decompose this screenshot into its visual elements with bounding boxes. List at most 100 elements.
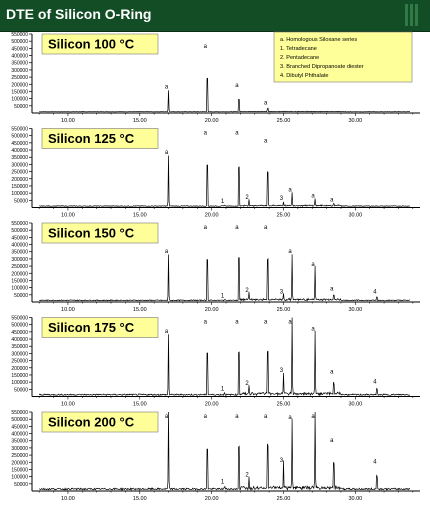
- legend-item: a. Homologous Siloxane series: [280, 37, 357, 43]
- x-tick-label: 20.00: [205, 496, 219, 502]
- peak-label: a: [235, 320, 239, 326]
- y-tick-label: 50000: [14, 482, 28, 488]
- peak-label: a: [264, 100, 268, 106]
- y-tick-label: 450000: [11, 141, 28, 147]
- y-tick-label: 200000: [11, 460, 28, 466]
- y-tick-label: 350000: [11, 439, 28, 445]
- y-tick-label: 200000: [11, 366, 28, 372]
- x-tick-label: 25.00: [277, 307, 291, 313]
- y-tick-label: 100000: [11, 97, 28, 103]
- peak-label: 1: [221, 480, 225, 486]
- x-tick-label: 10.00: [61, 213, 75, 219]
- x-tick-label: 30.00: [348, 402, 362, 408]
- panel-title: Silicon 150 °C: [48, 226, 135, 241]
- peak-label: a: [235, 131, 239, 137]
- x-tick-label: 10.00: [61, 402, 75, 408]
- peak-label: 1: [221, 199, 225, 205]
- legend-item: 4. Dibutyl Phthalate: [280, 73, 329, 79]
- y-tick-label: 300000: [11, 446, 28, 452]
- y-tick-label: 50000: [14, 293, 28, 299]
- peak-label: 2: [245, 195, 249, 201]
- chromatogram-trace: [39, 155, 410, 207]
- peak-label: a: [235, 414, 239, 420]
- peak-label: 3: [280, 289, 284, 295]
- peak-label: a: [165, 150, 169, 156]
- y-tick-label: 450000: [11, 424, 28, 430]
- peak-label: 3: [280, 368, 284, 374]
- peak-label: a: [330, 438, 334, 444]
- legend: a. Homologous Siloxane series 1. Tetradec…: [273, 31, 413, 83]
- x-tick-label: 20.00: [205, 213, 219, 219]
- peak-label: 2: [245, 381, 249, 387]
- panel-label-box: [41, 33, 159, 55]
- peak-label: 1: [221, 387, 225, 393]
- x-tick-label: 10.00: [61, 307, 75, 313]
- chart-panel-2: 5000010000015000020000025000030000035000…: [11, 127, 420, 219]
- peak-label: a: [264, 139, 268, 145]
- peak-label: a: [264, 414, 268, 420]
- panel-label-box: [41, 128, 159, 149]
- y-tick-label: 100000: [11, 380, 28, 386]
- legend-box: [273, 31, 413, 83]
- x-tick-label: 10.00: [61, 496, 75, 502]
- y-tick-label: 550000: [11, 221, 28, 227]
- chart-panel-3: 5000010000015000020000025000030000035000…: [11, 221, 420, 313]
- peak-label: 2: [245, 473, 249, 479]
- x-tick-label: 20.00: [205, 307, 219, 313]
- peak-label: a: [235, 83, 239, 89]
- x-tick-label: 30.00: [348, 307, 362, 313]
- y-tick-label: 250000: [11, 170, 28, 176]
- y-tick-label: 450000: [11, 235, 28, 241]
- y-tick-label: 50000: [14, 387, 28, 393]
- y-tick-label: 500000: [11, 228, 28, 234]
- panel-label-box: [41, 222, 159, 244]
- y-tick-label: 400000: [11, 337, 28, 343]
- peak-label: a: [330, 286, 334, 292]
- x-tick-label: 30.00: [348, 118, 362, 124]
- chart-panel-5: 5000010000015000020000025000030000035000…: [11, 410, 420, 502]
- legend-item: 1. Tetradecane: [280, 46, 317, 52]
- y-tick-label: 200000: [11, 82, 28, 88]
- x-tick-label: 15.00: [133, 496, 147, 502]
- peak-label: a: [204, 320, 208, 326]
- peak-label: 4: [373, 379, 377, 385]
- y-tick-label: 150000: [11, 373, 28, 379]
- x-tick-label: 25.00: [277, 402, 291, 408]
- x-tick-label: 20.00: [205, 118, 219, 124]
- peak-label: a: [288, 320, 292, 326]
- panel-title: Silicon 200 °C: [48, 415, 135, 430]
- peak-label: a: [204, 44, 208, 50]
- chromatogram-trace: [39, 77, 410, 113]
- x-tick-label: 15.00: [133, 307, 147, 313]
- x-tick-label: 25.00: [277, 496, 291, 502]
- legend-item: 3. Branched Dipropanoate diester: [280, 64, 364, 70]
- title-bar: DTE of Silicon O-Ring: [0, 0, 430, 32]
- y-tick-label: 450000: [11, 46, 28, 52]
- peak-label: 3: [280, 196, 284, 202]
- x-tick-label: 25.00: [277, 118, 291, 124]
- peak-label: 2: [245, 288, 249, 294]
- peak-label: a: [165, 249, 169, 255]
- x-tick-label: 10.00: [61, 118, 75, 124]
- peak-label: a: [330, 369, 334, 375]
- peak-label: a: [311, 193, 315, 199]
- chart-panel-4: 5000010000015000020000025000030000035000…: [11, 316, 420, 408]
- panel-label-box: [41, 411, 159, 433]
- y-tick-label: 550000: [11, 127, 28, 133]
- y-tick-label: 450000: [11, 330, 28, 336]
- x-tick-label: 30.00: [348, 213, 362, 219]
- peak-label: a: [204, 131, 208, 137]
- peak-label: a: [235, 225, 239, 231]
- peak-label: a: [311, 326, 315, 332]
- panel-title: Silicon 100 °C: [48, 37, 135, 52]
- y-tick-label: 250000: [11, 75, 28, 81]
- y-tick-label: 50000: [14, 198, 28, 204]
- y-tick-label: 500000: [11, 417, 28, 423]
- x-tick-label: 15.00: [133, 118, 147, 124]
- chromatogram-trace: [39, 254, 410, 302]
- peak-label: 3: [280, 458, 284, 464]
- y-tick-label: 400000: [11, 243, 28, 249]
- y-tick-label: 250000: [11, 359, 28, 365]
- legend-item: 2. Pentadecane: [280, 55, 319, 61]
